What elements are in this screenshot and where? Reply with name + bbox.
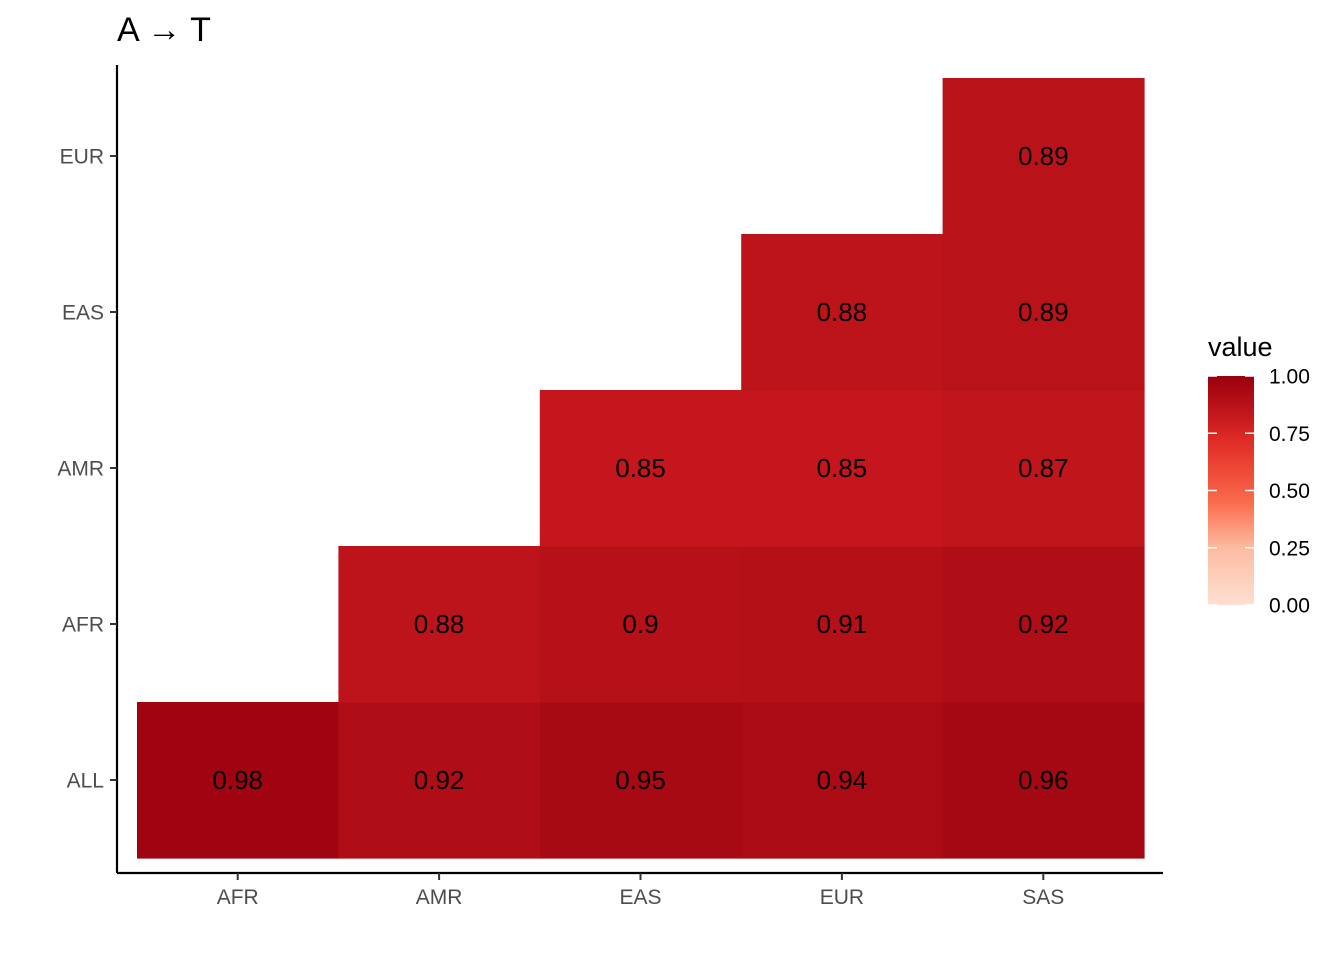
heatmap-cell-eur-sas (942, 78, 1145, 235)
cell-value-label: 0.91 (817, 609, 868, 639)
heatmap-cell-afr-amr (338, 546, 541, 703)
heatmap-cell-amr-eur (741, 390, 944, 547)
axes: AFR AMR EAS EUR SAS ALL AFR AMR EAS EUR (57, 65, 1163, 909)
cell-value-label: 0.88 (817, 297, 868, 327)
cell-value-label: 0.92 (414, 765, 465, 795)
legend-tick-label: 1.00 (1269, 366, 1310, 389)
cell-value-label: 0.89 (1018, 297, 1069, 327)
cell-value-label: 0.96 (1018, 765, 1069, 795)
heatmap-cell-afr-sas (942, 546, 1145, 703)
heatmap-cell-all-sas (942, 702, 1145, 859)
legend-tick-label: 0.25 (1269, 537, 1310, 560)
legend-tick-label: 0.75 (1269, 423, 1310, 446)
cell-value-label: 0.88 (414, 609, 465, 639)
x-tick-label: EAS (619, 886, 661, 909)
heatmap-cell-all-afr (137, 702, 339, 859)
x-tick-label: AFR (217, 886, 259, 909)
heatmap-cell-amr-sas (942, 390, 1145, 547)
cell-value-label: 0.85 (615, 453, 666, 483)
cell-value-label: 0.98 (212, 765, 263, 795)
y-tick-label: EAS (62, 302, 104, 325)
cell-value-label: 0.87 (1018, 453, 1069, 483)
color-legend: value 1.00 0.75 0.50 0.25 0.00 (1208, 332, 1310, 618)
y-tick-label: AMR (57, 458, 104, 481)
heatmap-cell-all-eur (741, 702, 944, 859)
legend-tick-label: 0.00 (1269, 595, 1310, 618)
cell-value-label: 0.92 (1018, 609, 1069, 639)
heatmap-cell-afr-eas (539, 546, 742, 703)
heatmap-cells (137, 78, 1145, 859)
heatmap-cell-eas-eur (741, 234, 944, 391)
heatmap-cell-all-amr (338, 702, 541, 859)
cell-value-label: 0.95 (615, 765, 666, 795)
x-tick-label: EUR (820, 886, 864, 909)
heatmap-cell-labels: 0.98 0.92 0.95 0.94 0.96 0.88 0.9 0.91 0.92 0.85 0… (212, 141, 1068, 795)
heatmap-cell-all-eas (539, 702, 742, 859)
y-tick-label: ALL (67, 770, 104, 793)
legend-title: value (1208, 332, 1273, 362)
legend-tick-label: 0.50 (1269, 480, 1310, 503)
heatmap-cell-afr-eur (741, 546, 944, 703)
x-tick-label: AMR (416, 886, 463, 909)
y-tick-label: EUR (60, 146, 104, 169)
cell-value-label: 0.89 (1018, 141, 1069, 171)
heatmap-cell-eas-sas (942, 234, 1145, 391)
y-tick-label: AFR (62, 614, 104, 637)
chart-title: A → T (117, 11, 211, 49)
heatmap-cell-amr-eas (539, 390, 742, 547)
cell-value-label: 0.94 (817, 765, 868, 795)
x-tick-label: SAS (1022, 886, 1064, 909)
cell-value-label: 0.85 (817, 453, 868, 483)
cell-value-label: 0.9 (622, 609, 658, 639)
